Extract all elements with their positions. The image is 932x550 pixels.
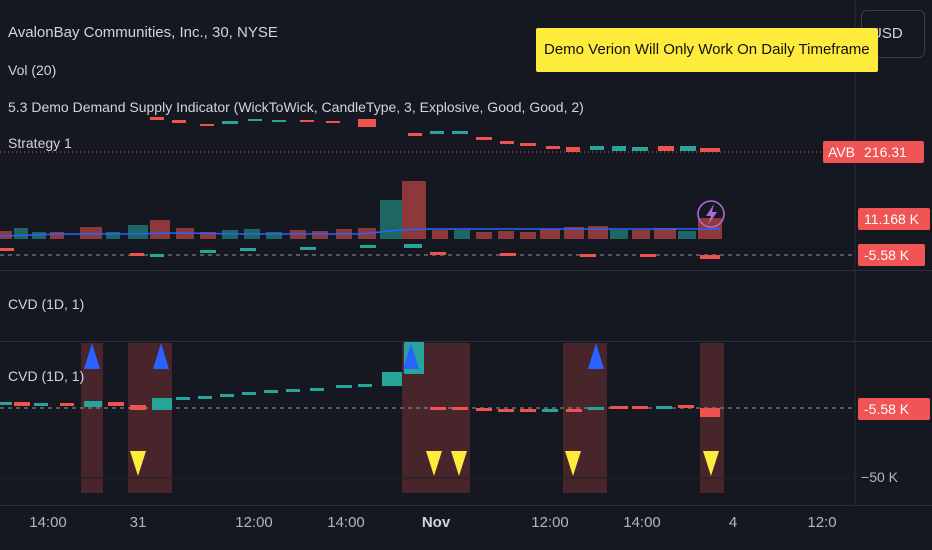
time-label: 12:00 [531, 514, 569, 531]
cvd-bottom-legend[interactable]: CVD (1D, 1) [8, 368, 85, 384]
triangle-up-icon [84, 343, 604, 369]
demo-notice: Demo Verion Will Only Work On Daily Time… [536, 28, 878, 72]
cvd-bottom-value-tag: -5.58 K [858, 398, 930, 420]
time-label: 14:00 [29, 514, 67, 531]
cvd-axis-tick: −50 K [861, 469, 898, 485]
time-label: 31 [129, 514, 147, 531]
time-label: 14:00 [327, 514, 365, 531]
triangle-down-icon [130, 451, 719, 476]
indicator-legend[interactable]: 5.3 Demo Demand Supply Indicator (WickTo… [8, 99, 584, 115]
cvd-value-tag: -5.58 K [858, 244, 925, 266]
time-label: 4 [728, 514, 738, 531]
time-label: 12:0 [807, 514, 837, 531]
volume-bars [0, 181, 722, 239]
signal-zones [81, 343, 724, 493]
symbol-title[interactable]: AvalonBay Communities, Inc., 30, NYSE [8, 24, 278, 41]
cvd-top-candles [0, 244, 720, 259]
volume-legend[interactable]: Vol (20) [8, 62, 57, 78]
pane-separator[interactable] [0, 341, 932, 342]
pane-separator[interactable] [0, 270, 932, 271]
last-price-tag: 216.31 [858, 141, 924, 163]
price-candles [150, 117, 720, 152]
cvd-bottom-candles [0, 342, 720, 417]
time-label: 12:00 [235, 514, 273, 531]
time-label: Nov [421, 514, 451, 531]
ticker-tag: AVB [823, 141, 860, 163]
volume-ma-line [0, 228, 720, 237]
volume-value-tag: 11.168 K [858, 208, 930, 230]
lightning-icon [697, 200, 725, 228]
time-label: 14:00 [623, 514, 661, 531]
strategy-legend[interactable]: Strategy 1 [8, 135, 72, 151]
pane-separator [0, 505, 932, 506]
cvd-pane-legend[interactable]: CVD (1D, 1) [8, 296, 85, 312]
